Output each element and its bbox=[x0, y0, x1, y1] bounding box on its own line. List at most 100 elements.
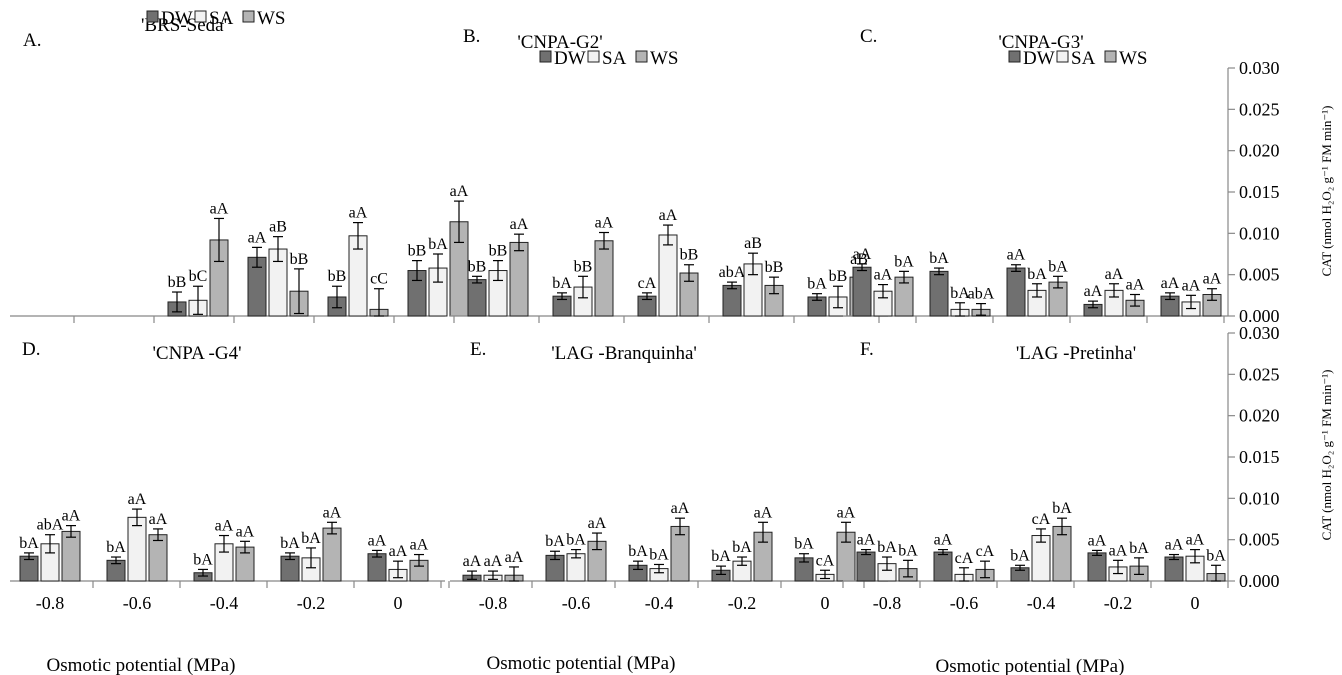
significance-label: bB bbox=[468, 258, 487, 275]
significance-label: bA bbox=[552, 275, 572, 292]
significance-label: bA bbox=[794, 536, 814, 553]
panel-title: 'CNPA-G3' bbox=[998, 32, 1083, 53]
panel-label: D. bbox=[22, 339, 40, 360]
significance-label: cA bbox=[976, 543, 995, 560]
legend-entry-ws: WS bbox=[1119, 48, 1148, 69]
significance-label: aA bbox=[215, 518, 234, 535]
significance-label: bA bbox=[894, 253, 914, 270]
legend-entry-dw: DW bbox=[554, 48, 586, 69]
significance-label: bA bbox=[280, 535, 300, 552]
y-tick-label: 0.010 bbox=[1239, 223, 1280, 243]
legend-entry-dw: DW bbox=[161, 8, 193, 29]
panel-label: B. bbox=[463, 26, 480, 47]
significance-label: abA bbox=[37, 517, 64, 534]
chart-panel-b: B. 'CNPA-G2'DW SA WSbBbBaAbAbBaAcAaAbBabAaB… bbox=[450, 26, 888, 323]
legend-entry-ws: WS bbox=[650, 48, 679, 69]
significance-label: bB bbox=[680, 247, 699, 264]
legend-swatch-sa bbox=[1056, 50, 1069, 63]
bar-dw bbox=[1087, 552, 1107, 582]
x-tick-label: -0.2 bbox=[1104, 593, 1133, 613]
significance-label: aA bbox=[149, 511, 168, 528]
significance-label: aB bbox=[269, 219, 287, 236]
significance-label: aA bbox=[659, 207, 678, 224]
significance-label: cA bbox=[1032, 511, 1051, 528]
legend-swatch-sa bbox=[194, 10, 207, 23]
x-tick-label: 0 bbox=[1191, 593, 1200, 613]
y-tick-label: 0.000 bbox=[1239, 571, 1280, 591]
significance-label: aA bbox=[588, 515, 607, 532]
panel-label: F. bbox=[860, 339, 874, 360]
significance-label: aA bbox=[857, 532, 876, 549]
x-tick-label: -0.8 bbox=[36, 593, 65, 613]
significance-label: aA bbox=[323, 504, 342, 521]
bar-dw bbox=[933, 551, 953, 582]
y-tick-label: 0.030 bbox=[1239, 58, 1280, 78]
significance-label: bC bbox=[189, 268, 208, 285]
panel-title: 'LAG -Branquinha' bbox=[551, 343, 697, 364]
significance-label: bA bbox=[1027, 266, 1047, 283]
significance-label: abA bbox=[719, 264, 746, 281]
panel-title: 'CNPA -G4' bbox=[152, 343, 241, 364]
panel-label: E. bbox=[470, 339, 486, 360]
bar-dw bbox=[929, 270, 949, 317]
significance-label: bB bbox=[574, 258, 593, 275]
significance-label: aA bbox=[595, 215, 614, 232]
significance-label: aA bbox=[368, 532, 387, 549]
x-axis-label-e: Osmotic potential (MPa) bbox=[487, 653, 676, 674]
x-tick-label: -0.2 bbox=[728, 593, 757, 613]
bar-sa bbox=[127, 516, 147, 582]
significance-label: bA bbox=[732, 539, 752, 556]
significance-label: bB bbox=[829, 268, 848, 285]
bar-sa bbox=[658, 234, 678, 317]
significance-label: aA bbox=[874, 267, 893, 284]
panel-title: 'LAG -Pretinha' bbox=[1016, 343, 1136, 364]
significance-label: aA bbox=[510, 216, 529, 233]
significance-label: aA bbox=[128, 491, 147, 508]
x-tick-label: 0 bbox=[394, 593, 403, 613]
y-tick-label: 0.005 bbox=[1239, 265, 1280, 285]
significance-label: cC bbox=[370, 271, 388, 288]
significance-label: aA bbox=[1182, 277, 1201, 294]
significance-label: aA bbox=[349, 205, 368, 222]
significance-label: abA bbox=[968, 286, 995, 303]
significance-label: bA bbox=[929, 250, 949, 267]
bar-dw bbox=[467, 279, 487, 317]
significance-label: bB bbox=[328, 268, 347, 285]
significance-label: bA bbox=[1048, 258, 1068, 275]
legend-entry-sa: SA bbox=[209, 8, 234, 29]
y-axis-label-top: CAT (nmol H₂O₂ g⁻¹ FM min⁻¹) bbox=[1319, 106, 1334, 277]
legend-entry-ws: WS bbox=[257, 8, 286, 29]
significance-label: cA bbox=[955, 550, 974, 567]
x-axis-label-f: Osmotic potential (MPa) bbox=[936, 656, 1125, 675]
significance-label: bB bbox=[168, 274, 187, 291]
legend-entry-dw: DW bbox=[1023, 48, 1055, 69]
significance-label: aA bbox=[463, 553, 482, 570]
significance-label: bA bbox=[628, 543, 648, 560]
significance-label: cA bbox=[638, 275, 657, 292]
x-tick-label: -0.8 bbox=[873, 593, 902, 613]
panel-title: 'CNPA-G2' bbox=[517, 32, 602, 53]
significance-label: aA bbox=[853, 246, 872, 263]
legend-swatch-ws bbox=[242, 10, 255, 23]
significance-label: aA bbox=[1105, 266, 1124, 283]
bar-ws bbox=[509, 241, 529, 317]
y-tick-label: 0.020 bbox=[1239, 406, 1280, 426]
significance-label: bB bbox=[408, 243, 427, 260]
significance-label: aA bbox=[236, 523, 255, 540]
panel-label: C. bbox=[860, 26, 877, 47]
y-axis-bottom: 0.030 0.025 0.020 0.015 0.010 0.005 0.000 bbox=[1227, 323, 1280, 591]
significance-label: cA bbox=[816, 552, 835, 569]
significance-label: bB bbox=[765, 259, 784, 276]
significance-label: bA bbox=[649, 546, 669, 563]
significance-label: bA bbox=[428, 236, 448, 253]
bar-dw bbox=[856, 551, 876, 582]
significance-label: bA bbox=[898, 542, 918, 559]
significance-label: aA bbox=[1165, 537, 1184, 554]
significance-label: aA bbox=[934, 532, 953, 549]
y-tick-label: 0.015 bbox=[1239, 447, 1280, 467]
bar-ws bbox=[322, 527, 342, 582]
significance-label: aA bbox=[671, 500, 690, 517]
significance-label: bA bbox=[566, 532, 586, 549]
